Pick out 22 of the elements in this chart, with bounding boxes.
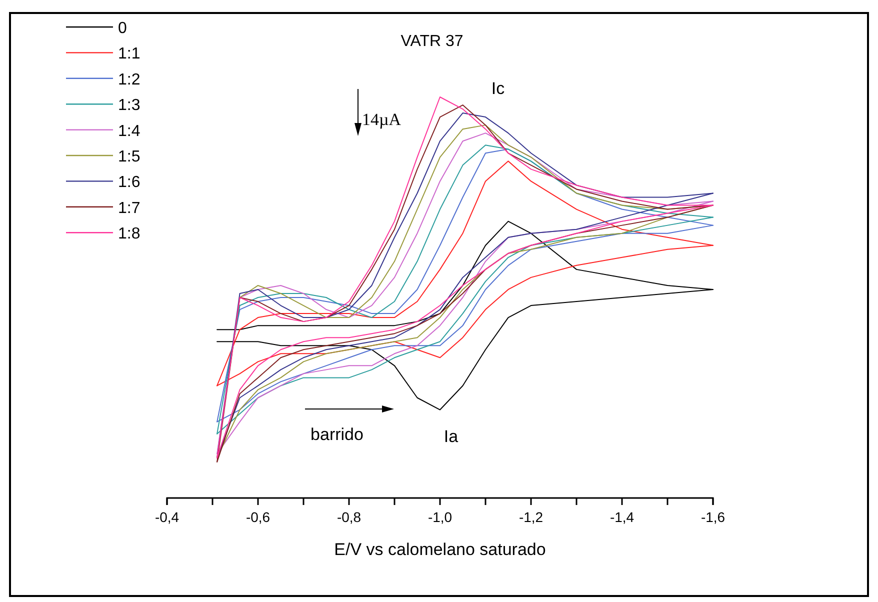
legend-label: 0 (118, 20, 127, 37)
legend-label: 1:6 (118, 174, 140, 192)
x-tick-label: -1,2 (518, 509, 544, 525)
x-tick-label: -1,4 (610, 509, 634, 525)
annotation: Ic (491, 79, 506, 98)
x-tick-label: -1,6 (700, 509, 726, 525)
legend-label: 1:7 (118, 200, 140, 217)
annotation: 14µA (362, 110, 402, 129)
annotation: Ia (444, 427, 459, 446)
legend-label: 1:4 (118, 122, 140, 140)
legend-label: 1:3 (118, 97, 140, 114)
x-tick-label: -0,6 (246, 509, 270, 525)
legend-label: 1:2 (118, 71, 140, 88)
chart-title: VATR 37 (400, 33, 464, 50)
x-tick-label: -0,8 (336, 509, 362, 525)
legend-label: 1:5 (118, 148, 140, 166)
x-axis-title: E/V vs calomelano saturado (334, 540, 546, 559)
legend-label: 1:1 (118, 46, 140, 63)
x-tick-label: -0,4 (154, 509, 180, 525)
legend-label: 1:8 (118, 226, 140, 243)
x-tick-label: -1,0 (428, 509, 452, 525)
annotation: barrido (310, 425, 364, 444)
